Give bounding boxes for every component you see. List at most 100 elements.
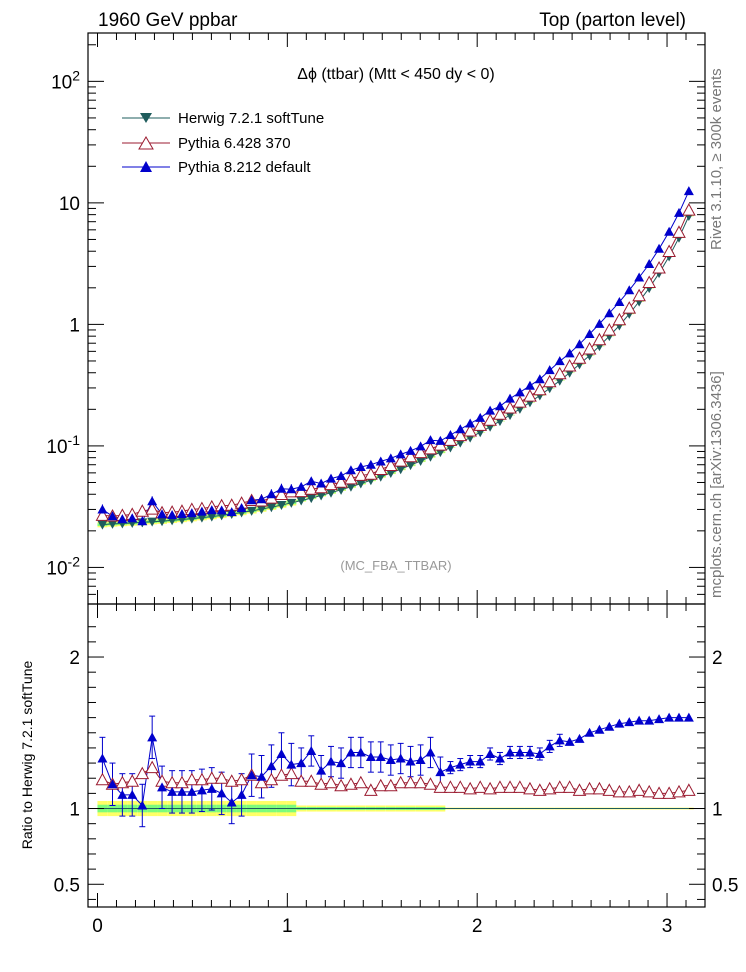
data-point-1 xyxy=(572,351,587,364)
data-point-1 xyxy=(334,475,348,488)
data-point-0 xyxy=(415,457,426,467)
ratio-point-1 xyxy=(167,786,178,796)
series-line-0 xyxy=(102,215,690,526)
x-tick-label: 0 xyxy=(92,916,103,937)
data-point-2 xyxy=(316,478,327,488)
ratio-point-1 xyxy=(336,758,347,768)
y-tick-label: 102 xyxy=(51,67,80,93)
ratio-point-1 xyxy=(564,736,575,746)
ratio-point-0 xyxy=(334,778,348,792)
ratio-point-1 xyxy=(355,747,366,757)
data-point-2 xyxy=(107,511,118,521)
ratio-y-tick-label-left: 1 xyxy=(69,800,80,821)
ratio-point-1 xyxy=(505,747,516,757)
data-point-0 xyxy=(256,505,267,515)
data-point-2 xyxy=(226,507,237,517)
ratio-point-0 xyxy=(224,774,239,787)
ratio-point-1 xyxy=(117,789,128,799)
ratio-point-0 xyxy=(532,783,547,796)
data-point-1 xyxy=(602,323,617,336)
data-point-2 xyxy=(494,401,505,411)
data-point-2 xyxy=(465,418,476,428)
data-point-1 xyxy=(513,395,527,408)
ratio-y-tick-label-left: 0.5 xyxy=(54,875,80,896)
ratio-point-1 xyxy=(673,712,684,722)
ratio-point-0 xyxy=(662,786,676,799)
ratio-point-0 xyxy=(353,775,368,789)
data-point-1 xyxy=(542,374,557,388)
ratio-point-1 xyxy=(634,715,645,725)
data-point-0 xyxy=(266,503,277,513)
ratio-point-0 xyxy=(582,781,597,795)
legend: Herwig 7.2.1 softTune Pythia 6.428 370 P… xyxy=(122,110,324,176)
data-point-1 xyxy=(344,471,358,485)
data-point-0 xyxy=(316,491,327,501)
top-panel-bands xyxy=(97,215,694,528)
ratio-point-1 xyxy=(236,789,247,799)
data-point-2 xyxy=(196,506,207,516)
data-point-0 xyxy=(326,488,337,498)
data-point-2 xyxy=(266,489,277,499)
ratio-point-1 xyxy=(137,800,148,810)
header-right: Top (parton level) xyxy=(539,10,686,31)
ratio-point-0 xyxy=(324,775,338,789)
ratio-point-1 xyxy=(97,753,108,763)
data-point-2 xyxy=(127,513,138,523)
ratio-point-0 xyxy=(145,760,160,774)
ratio-point-1 xyxy=(296,758,307,768)
ratio-point-0 xyxy=(314,777,328,790)
ratio-point-1 xyxy=(485,748,496,758)
ratio-point-1 xyxy=(415,755,426,765)
ratio-point-0 xyxy=(115,775,130,789)
ratio-point-0 xyxy=(373,778,388,792)
ratio-point-0 xyxy=(284,766,299,780)
data-point-1 xyxy=(523,389,537,402)
x-tick-label: 3 xyxy=(662,916,673,937)
data-point-1 xyxy=(592,332,607,346)
data-point-2 xyxy=(455,424,466,434)
data-point-2 xyxy=(485,405,496,415)
data-point-2 xyxy=(345,465,356,475)
data-point-1 xyxy=(294,484,309,498)
data-point-2 xyxy=(554,356,565,366)
ratio-point-0 xyxy=(234,772,249,786)
data-point-2 xyxy=(604,308,615,318)
data-point-0 xyxy=(405,461,416,471)
data-point-2 xyxy=(514,387,525,397)
ratio-point-1 xyxy=(306,745,317,755)
data-point-2 xyxy=(385,453,396,463)
data-point-2 xyxy=(157,509,168,519)
ratio-point-0 xyxy=(493,780,507,793)
ratio-point-0 xyxy=(413,775,428,789)
ratio-point-0 xyxy=(214,771,229,784)
ratio-point-1 xyxy=(465,756,476,766)
data-point-1 xyxy=(652,260,666,274)
data-point-1 xyxy=(95,508,110,521)
data-point-2 xyxy=(176,509,187,519)
data-point-2 xyxy=(534,374,545,384)
ratio-point-1 xyxy=(256,771,267,781)
data-point-2 xyxy=(375,456,386,466)
data-point-1 xyxy=(274,487,289,501)
ratio-point-1 xyxy=(226,797,237,807)
data-point-1 xyxy=(672,225,686,238)
y-tick-label: 1 xyxy=(69,315,80,336)
ratio-point-0 xyxy=(483,781,497,795)
ratio-point-0 xyxy=(612,784,627,798)
data-point-1 xyxy=(403,449,418,463)
data-point-1 xyxy=(413,445,428,459)
data-point-2 xyxy=(216,505,227,515)
data-point-2 xyxy=(206,505,217,515)
rivet-label: Rivet 3.1.10, ≥ 300k events xyxy=(708,68,725,250)
data-point-1 xyxy=(145,502,160,515)
ratio-point-0 xyxy=(403,775,418,789)
x-tick-label: 2 xyxy=(472,916,483,937)
plot-title: Δϕ (ttbar) (Mtt < 450 dy < 0) xyxy=(297,66,495,83)
ratio-point-0 xyxy=(125,774,140,787)
ratio-point-1 xyxy=(405,756,416,766)
ratio-point-1 xyxy=(395,753,406,763)
ratio-point-0 xyxy=(433,780,448,793)
data-point-0 xyxy=(147,517,158,527)
legend-label-pythia6: Pythia 6.428 370 xyxy=(178,135,291,152)
ratio-point-1 xyxy=(654,714,665,724)
